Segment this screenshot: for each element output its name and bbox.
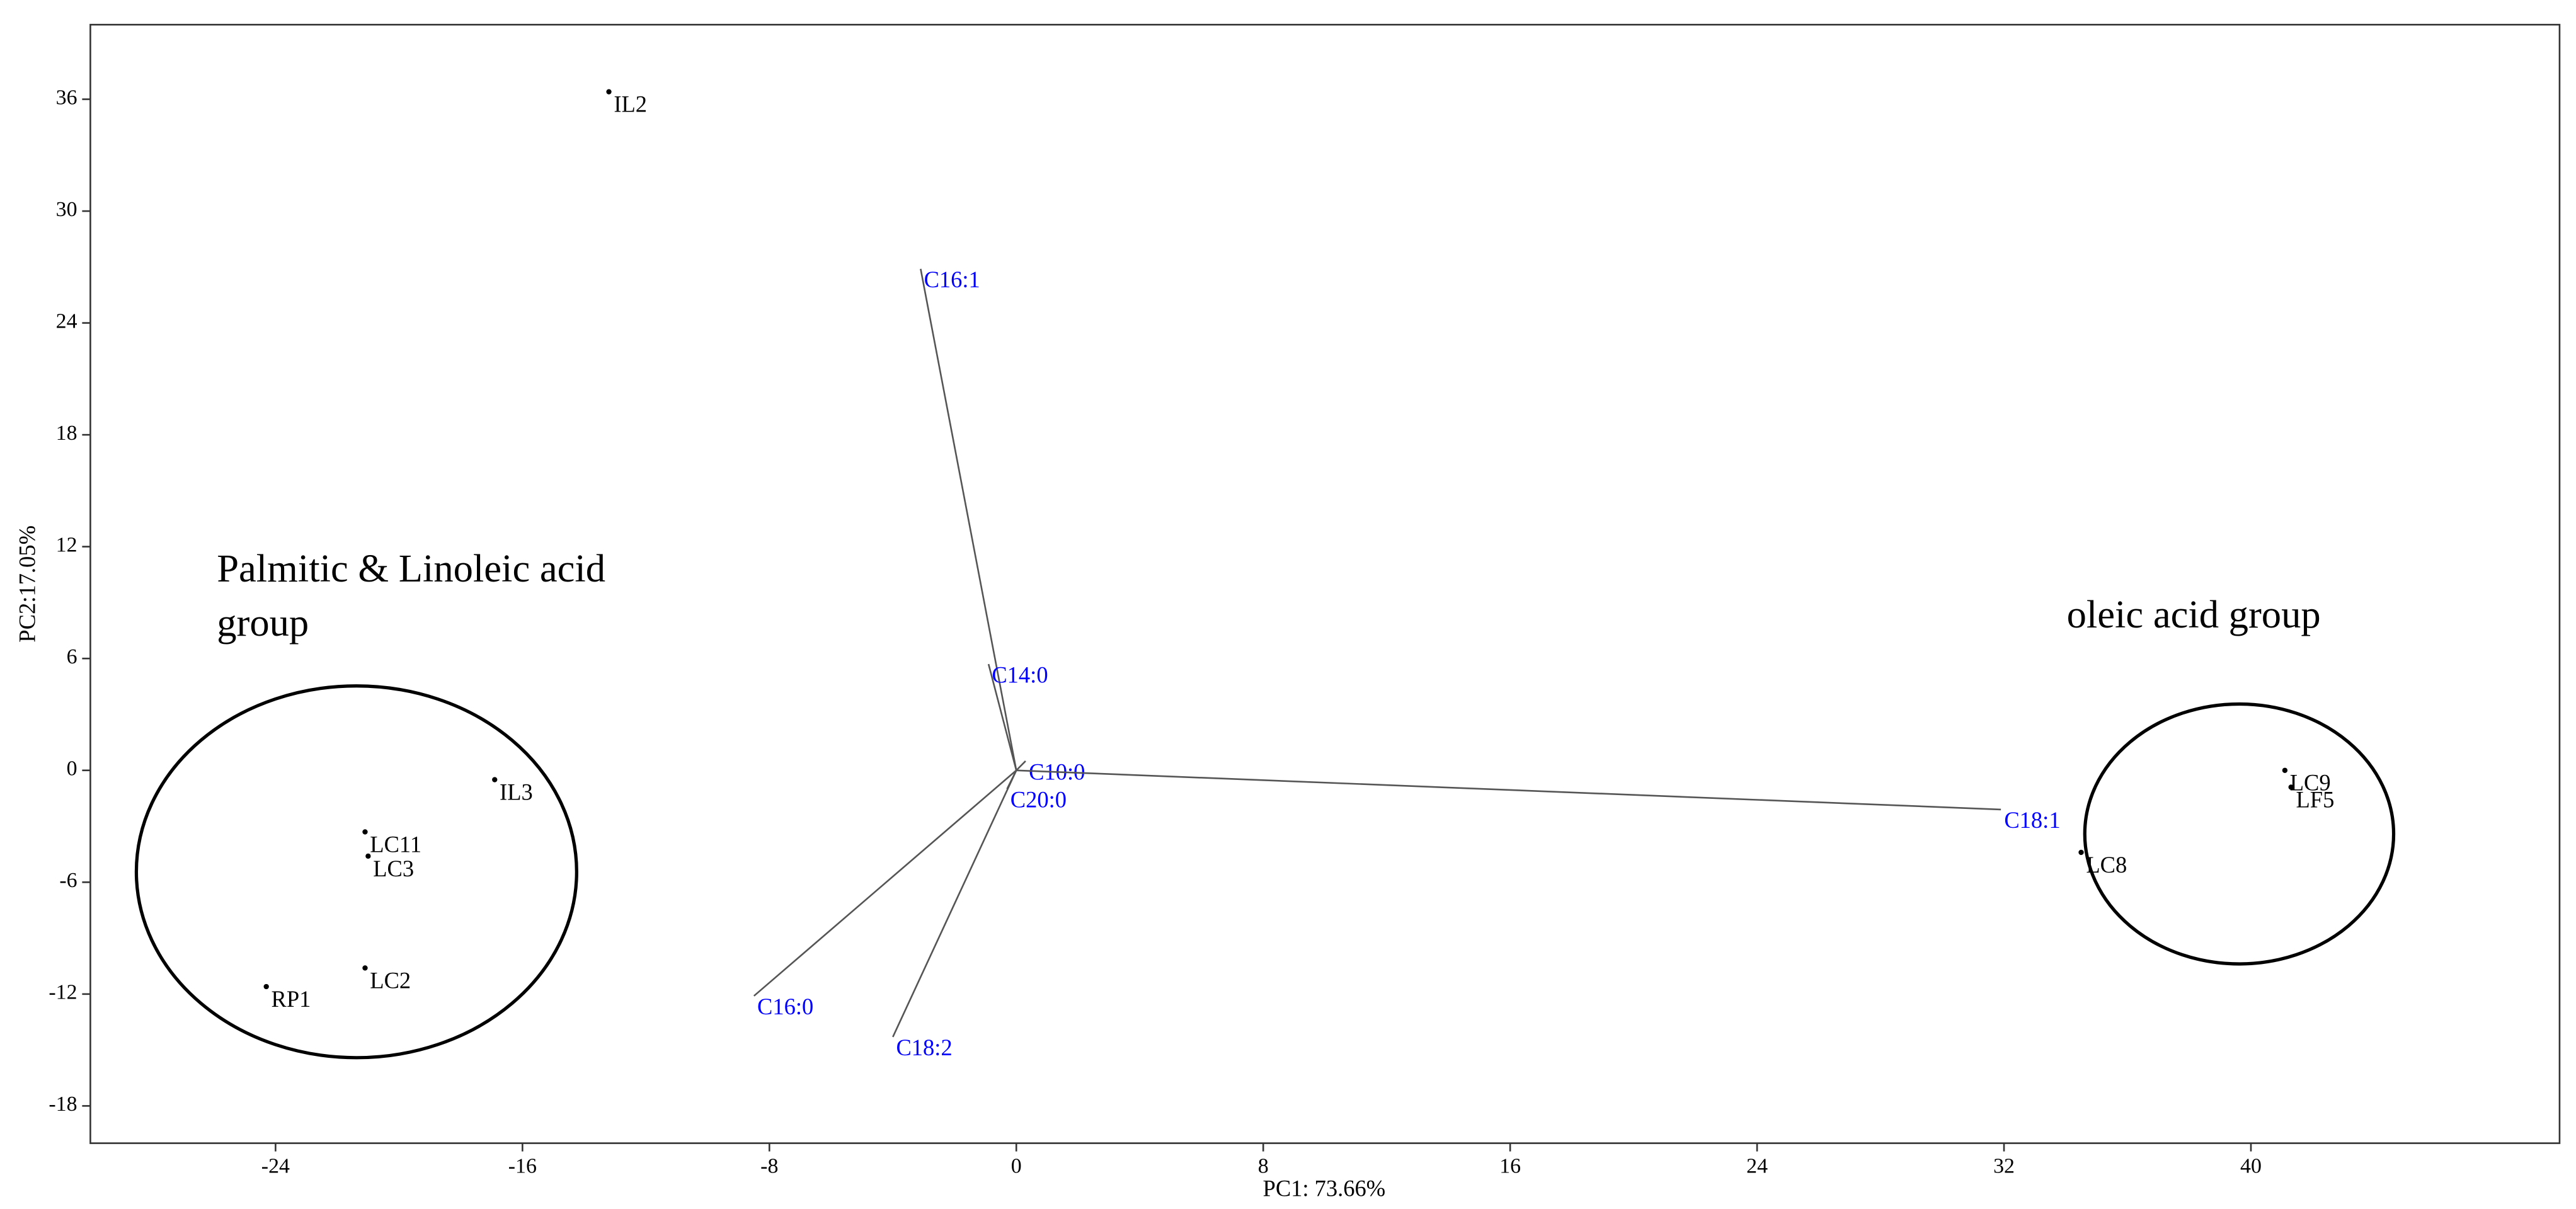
score-label: LC11 bbox=[370, 831, 421, 857]
y-tick-label: 12 bbox=[56, 533, 77, 556]
x-tick-label: -16 bbox=[508, 1154, 537, 1177]
annotation: oleic acid group bbox=[2067, 592, 2321, 636]
x-tick-label: -24 bbox=[261, 1154, 290, 1177]
score-point bbox=[492, 777, 498, 782]
score-point bbox=[2282, 767, 2288, 773]
score-label: LF5 bbox=[2296, 786, 2335, 812]
loading-label: C18:1 bbox=[2004, 807, 2060, 833]
y-axis-label: PC2:17.05% bbox=[14, 525, 40, 643]
x-tick-label: 40 bbox=[2240, 1154, 2262, 1177]
score-label: LC8 bbox=[2086, 852, 2127, 878]
x-tick-label: 24 bbox=[1746, 1154, 1768, 1177]
x-tick-label: 32 bbox=[1993, 1154, 2015, 1177]
loading-label: C20:0 bbox=[1010, 787, 1067, 813]
x-axis-label: PC1: 73.66% bbox=[1263, 1176, 1386, 1201]
score-label: IL2 bbox=[614, 91, 647, 117]
y-tick-label: -12 bbox=[49, 981, 77, 1004]
loading-arrow bbox=[1016, 760, 1026, 771]
loading-arrow bbox=[892, 770, 1017, 1038]
y-tick-label: 36 bbox=[56, 86, 77, 109]
x-tick-label: -8 bbox=[760, 1154, 778, 1177]
score-point bbox=[2078, 849, 2084, 856]
y-tick-label: -6 bbox=[59, 869, 77, 892]
loading-arrow bbox=[920, 268, 1017, 771]
score-label: LC2 bbox=[370, 967, 411, 993]
x-tick-label: 8 bbox=[1258, 1154, 1269, 1177]
loading-label: C16:0 bbox=[757, 994, 813, 1019]
score-point bbox=[362, 829, 368, 835]
score-label: LC9 bbox=[2290, 770, 2331, 796]
y-tick-label: 0 bbox=[67, 757, 77, 781]
y-tick-label: 18 bbox=[56, 421, 77, 445]
loading-label: C18:2 bbox=[896, 1034, 952, 1060]
score-label: LC3 bbox=[373, 856, 414, 881]
group-ellipse bbox=[2083, 702, 2396, 966]
score-point bbox=[606, 89, 612, 95]
score-label: IL3 bbox=[500, 779, 533, 805]
score-label: RP1 bbox=[272, 986, 311, 1012]
loading-label: C14:0 bbox=[992, 662, 1048, 687]
group-ellipse bbox=[134, 684, 578, 1060]
y-tick-label: 6 bbox=[67, 645, 77, 668]
loading-arrow bbox=[1016, 769, 2001, 811]
score-point bbox=[263, 983, 269, 990]
score-point bbox=[365, 853, 371, 859]
loading-arrow bbox=[987, 663, 1017, 771]
annotation: group bbox=[217, 600, 309, 645]
x-tick-label: 16 bbox=[1499, 1154, 1521, 1177]
annotation: Palmitic & Linoleic acid bbox=[217, 546, 605, 590]
loading-label: C16:1 bbox=[924, 266, 980, 292]
y-tick-label: 30 bbox=[56, 198, 77, 221]
score-point bbox=[362, 965, 368, 971]
loading-arrow bbox=[753, 769, 1017, 997]
x-tick-label: 0 bbox=[1011, 1154, 1022, 1177]
y-tick-label: -18 bbox=[49, 1092, 77, 1116]
y-tick-label: 24 bbox=[56, 309, 77, 333]
plot-frame bbox=[89, 23, 2561, 1144]
score-point bbox=[2288, 784, 2294, 790]
